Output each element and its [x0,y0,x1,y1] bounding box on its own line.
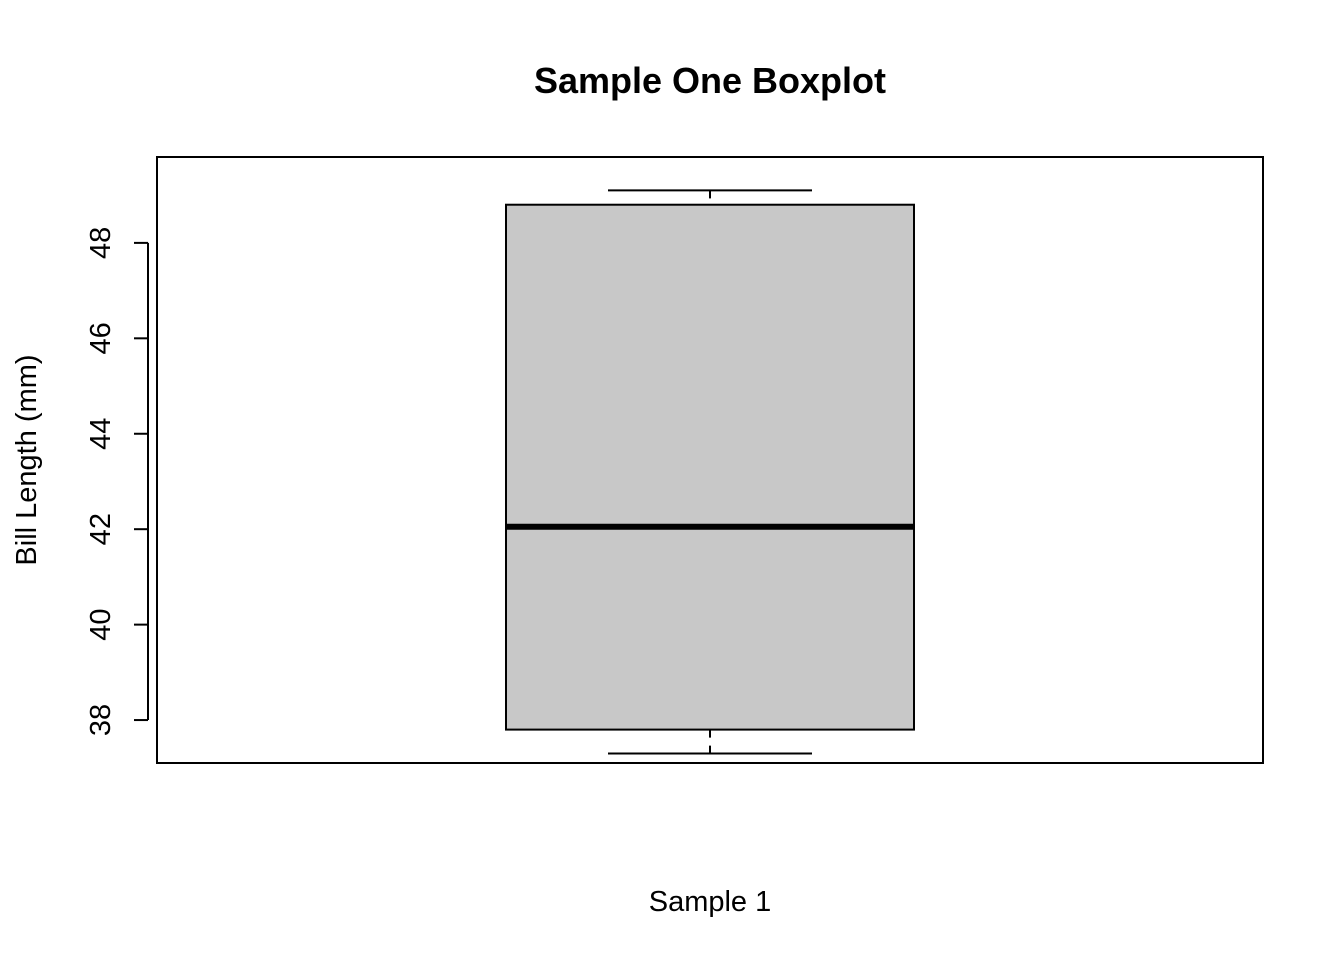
plot-frame [156,156,1264,764]
y-tick-label: 48 [85,227,117,259]
y-axis: 38 40 42 44 46 48 [85,227,149,736]
iqr-box [505,203,915,731]
y-tick-label: 38 [85,704,117,736]
box-group [505,189,915,755]
chart-title: Sample One Boxplot [534,60,886,101]
y-tick-label: 44 [85,418,117,450]
x-axis-label: Sample 1 [649,886,772,918]
y-tick-label: 42 [85,513,117,545]
y-axis-label: Bill Length (mm) [11,354,43,565]
y-tick-label: 40 [85,608,117,640]
y-tick-label: 46 [85,322,117,354]
